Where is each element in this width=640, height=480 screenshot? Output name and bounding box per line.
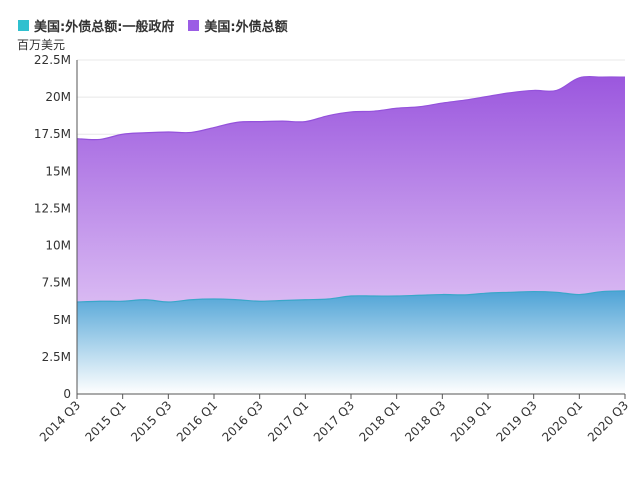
legend-label-government: 美国:外债总额:一般政府 xyxy=(34,20,175,35)
x-tick-label: 2019 Q1 xyxy=(448,398,494,444)
x-tick-label: 2020 Q1 xyxy=(539,398,585,444)
legend: 美国:外债总额:一般政府 美国:外债总额 xyxy=(18,16,288,35)
legend-swatch-total xyxy=(188,20,200,31)
y-tick-label: 5M xyxy=(53,313,71,327)
legend-label-total: 美国:外债总额 xyxy=(204,20,288,35)
x-tick-label: 2015 Q3 xyxy=(128,398,174,444)
y-tick-label: 10M xyxy=(45,239,71,253)
y-tick-label: 17.5M xyxy=(34,127,71,141)
series-total-line xyxy=(76,75,626,141)
x-tick-label: 2018 Q1 xyxy=(357,398,403,444)
series-government-area xyxy=(77,290,625,394)
x-tick-label: 2018 Q3 xyxy=(402,398,448,444)
legend-item-total[interactable]: 美国:外债总额 xyxy=(188,16,288,35)
y-tick-label: 12.5M xyxy=(34,201,71,215)
x-tick-label: 2016 Q1 xyxy=(174,398,220,444)
x-tick-label: 2015 Q1 xyxy=(83,398,129,444)
x-tick-label: 2020 Q3 xyxy=(585,398,631,444)
x-tick-label: 2017 Q3 xyxy=(311,398,357,444)
x-tick-label: 2019 Q3 xyxy=(494,398,540,444)
x-tick-label: 2014 Q3 xyxy=(37,398,83,444)
x-tick-label: 2016 Q3 xyxy=(220,398,266,444)
y-tick-label: 2.5M xyxy=(42,350,71,364)
x-tick-label: 2017 Q1 xyxy=(265,398,311,444)
legend-item-government[interactable]: 美国:外债总额:一般政府 xyxy=(18,16,174,35)
series-government-line xyxy=(76,290,626,303)
y-tick-label: 20M xyxy=(45,90,71,104)
legend-swatch-government xyxy=(18,20,29,31)
y-axis-unit-label: 百万美元 xyxy=(17,38,66,52)
y-tick-label: 7.5M xyxy=(42,276,71,290)
y-tick-label: 22.5M xyxy=(34,53,71,67)
y-tick-label: 0 xyxy=(63,387,71,401)
y-tick-label: 15M xyxy=(45,164,71,178)
